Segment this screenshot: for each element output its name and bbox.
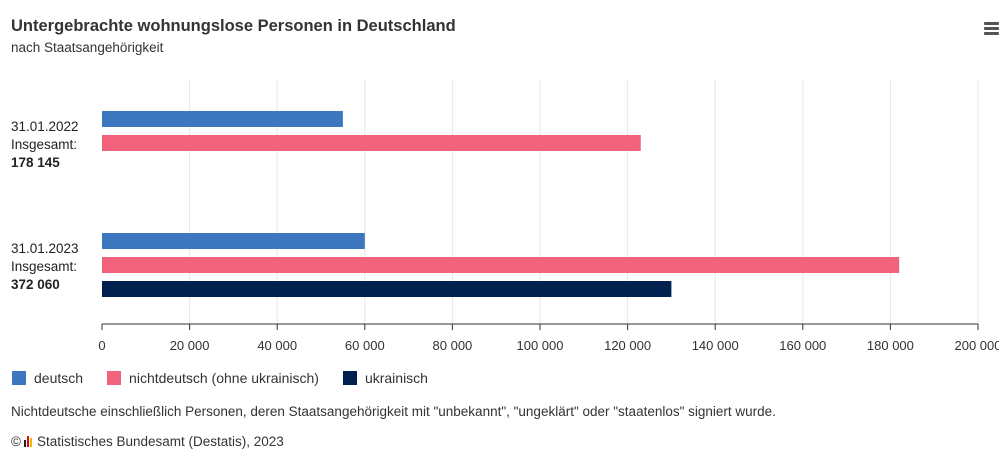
x-tick-label: 20 000 xyxy=(170,338,210,353)
copyright-symbol: © xyxy=(11,434,21,449)
destatis-logo-icon xyxy=(24,436,33,447)
x-tick-label: 40 000 xyxy=(257,338,297,353)
category-total-value: 372 060 xyxy=(11,277,60,292)
bar-deutsch xyxy=(102,233,365,249)
category-total-caption: Insgesamt: xyxy=(11,137,77,152)
x-tick-label: 60 000 xyxy=(345,338,385,353)
chart-legend: deutsch nichtdeutsch (ohne ukrainisch) ukr… xyxy=(12,370,452,386)
x-tick-label: 120 000 xyxy=(604,338,651,353)
source-text: Statistisches Bundesamt (Destatis), 2023 xyxy=(37,434,284,449)
legend-item[interactable]: ukrainisch xyxy=(343,370,428,386)
legend-item[interactable]: deutsch xyxy=(12,370,83,386)
legend-swatch xyxy=(343,371,357,385)
x-tick-label: 80 000 xyxy=(433,338,473,353)
legend-item[interactable]: nichtdeutsch (ohne ukrainisch) xyxy=(107,370,319,386)
chart-footnote: Nichtdeutsche einschließlich Personen, d… xyxy=(11,404,776,419)
legend-label: nichtdeutsch (ohne ukrainisch) xyxy=(129,370,319,386)
logo-bar xyxy=(24,440,26,447)
bar-ukrainisch xyxy=(102,281,671,297)
x-tick-label: 200 000 xyxy=(955,338,999,353)
legend-label: deutsch xyxy=(34,370,83,386)
bar-nichtdeutsch xyxy=(102,135,641,151)
bar-chart: 0 20 000 40 000 60 000 80 000 100 000 120 000 1… xyxy=(0,0,999,360)
category-date-label: 31.01.2022 xyxy=(11,119,79,134)
logo-bar xyxy=(27,436,29,447)
source-line: © Statistisches Bundesamt (Destatis), 20… xyxy=(11,434,284,449)
category-total-value: 178 145 xyxy=(11,155,60,170)
legend-swatch xyxy=(107,371,121,385)
x-tick-label: 140 000 xyxy=(692,338,739,353)
legend-swatch xyxy=(12,371,26,385)
x-tick-label: 160 000 xyxy=(779,338,826,353)
category-date-label: 31.01.2023 xyxy=(11,241,79,256)
logo-bar xyxy=(30,438,32,447)
bar-nichtdeutsch xyxy=(102,257,899,273)
bar-deutsch xyxy=(102,111,343,127)
x-tick-label: 0 xyxy=(98,338,105,353)
x-tick-label: 180 000 xyxy=(867,338,914,353)
category-total-caption: Insgesamt: xyxy=(11,259,77,274)
legend-label: ukrainisch xyxy=(365,370,428,386)
x-tick-label: 100 000 xyxy=(517,338,564,353)
